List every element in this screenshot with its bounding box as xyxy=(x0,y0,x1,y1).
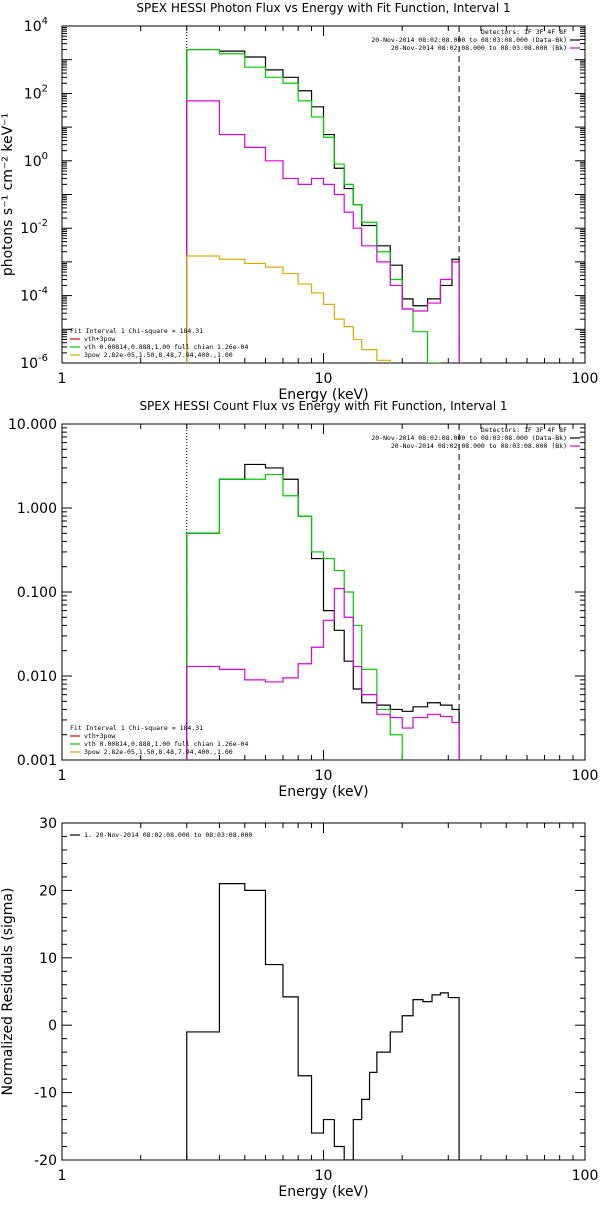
series-line-1 xyxy=(186,883,460,1160)
plot-frame xyxy=(61,822,586,1161)
legend-entry: vth+3pow xyxy=(84,732,115,740)
x-axis-label: Energy (keV) xyxy=(278,1184,368,1200)
y-tick-label: 0.010 xyxy=(17,669,57,685)
chart-panel-3: 1 10 100 -20 -10 0 10 20 30 Energy (keV) Normalize… xyxy=(0,816,598,1200)
x-tick-label: 1 xyxy=(58,768,67,784)
legend-entry: 20-Nov-2014 08:02:08.000 to 08:03:08.000… xyxy=(391,442,567,450)
x-tick-label: 10 xyxy=(315,1168,333,1184)
legend-entry: vth 0.00814,0.888,1.00 full chian 1.26e-… xyxy=(84,343,248,351)
y-tick-label: 10 xyxy=(39,951,57,967)
y-axis-label: photons s⁻¹ cm⁻² keV⁻¹ xyxy=(0,113,16,276)
chart-title: SPEX HESSI Count Flux vs Energy with Fit… xyxy=(139,399,507,413)
y-tick-label: 102 xyxy=(24,83,48,102)
x-axis-label: Energy (keV) xyxy=(278,387,368,403)
x-tick-label: 10 xyxy=(315,371,333,387)
legend-entry: Fit Interval 1 Chi-square = 184.31 xyxy=(70,327,203,335)
legend-entry: Fit Interval 1 Chi-square = 184.31 xyxy=(70,724,203,732)
chart-panel-2: SPEX HESSI Count Flux vs Energy with Fit… xyxy=(8,399,598,800)
x-tick-label: 1 xyxy=(58,371,67,387)
legend-entry: 3pow 2.82e-05,1.50,8.48,7.94,400.,1.00 xyxy=(84,748,233,756)
y-tick-label: 10-6 xyxy=(20,353,48,372)
x-tick-label: 10 xyxy=(315,768,333,784)
y-tick-label: 30 xyxy=(39,816,57,832)
y-tick-label: -20 xyxy=(34,1153,57,1169)
plot-frame xyxy=(61,25,586,364)
x-tick-label: 100 xyxy=(572,371,599,387)
legend-entry: 20-Nov-2014 08:02:08.000 to 08:03:08.000… xyxy=(371,36,567,44)
legend-entry: 3pow 2.82e-05,1.50,8.48,7.94,400.,1.00 xyxy=(84,351,233,359)
y-tick-label: 10-2 xyxy=(20,218,48,237)
series-line-2 xyxy=(186,48,442,363)
series-line-4 xyxy=(186,255,391,363)
y-tick-label: 0 xyxy=(48,1018,57,1034)
y-axis-label: Normalized Residuals (sigma) xyxy=(0,888,16,1096)
y-tick-label: 20 xyxy=(39,883,57,899)
y-tick-label: 100 xyxy=(24,151,48,170)
chart-panel-1: SPEX HESSI Photon Flux vs Energy with Fi… xyxy=(0,1,598,403)
y-tick-label: 1.000 xyxy=(17,501,57,517)
y-tick-label: 104 xyxy=(24,16,48,35)
y-tick-label: 10.000 xyxy=(8,417,57,433)
legend-entry: Detectors: 1F 3F 4F 8F xyxy=(481,426,567,434)
series-line-2 xyxy=(186,473,403,760)
series-line-3 xyxy=(186,100,460,363)
legend-entry: 1. 20-Nov-2014 08:02:08.000 to 08:03:08.… xyxy=(84,831,252,839)
x-axis-label: Energy (keV) xyxy=(278,784,368,800)
series-line-1 xyxy=(186,463,460,760)
legend-entry: Detectors: 1F 3F 4F 8F xyxy=(481,28,567,36)
legend-entry: vth 0.00814,0.888,1.00 full chian 1.26e-… xyxy=(84,740,248,748)
y-tick-label: 0.100 xyxy=(17,585,57,601)
series-line-3 xyxy=(186,587,460,760)
x-tick-label: 100 xyxy=(572,1168,599,1184)
y-tick-label: 0.001 xyxy=(17,753,57,769)
legend-entry: vth+3pow xyxy=(84,335,115,343)
series-line-1 xyxy=(186,48,460,363)
y-tick-label: 10-4 xyxy=(20,286,48,305)
legend-entry: 20-Nov-2014 08:02:08.000 to 08:03:08.000… xyxy=(371,434,567,442)
chart-title: SPEX HESSI Photon Flux vs Energy with Fi… xyxy=(136,1,510,15)
x-tick-label: 1 xyxy=(58,1168,67,1184)
legend-entry: 20-Nov-2014 08:02:08.000 to 08:03:08.000… xyxy=(391,44,567,52)
x-tick-label: 100 xyxy=(572,768,599,784)
y-tick-label: -10 xyxy=(34,1086,57,1102)
